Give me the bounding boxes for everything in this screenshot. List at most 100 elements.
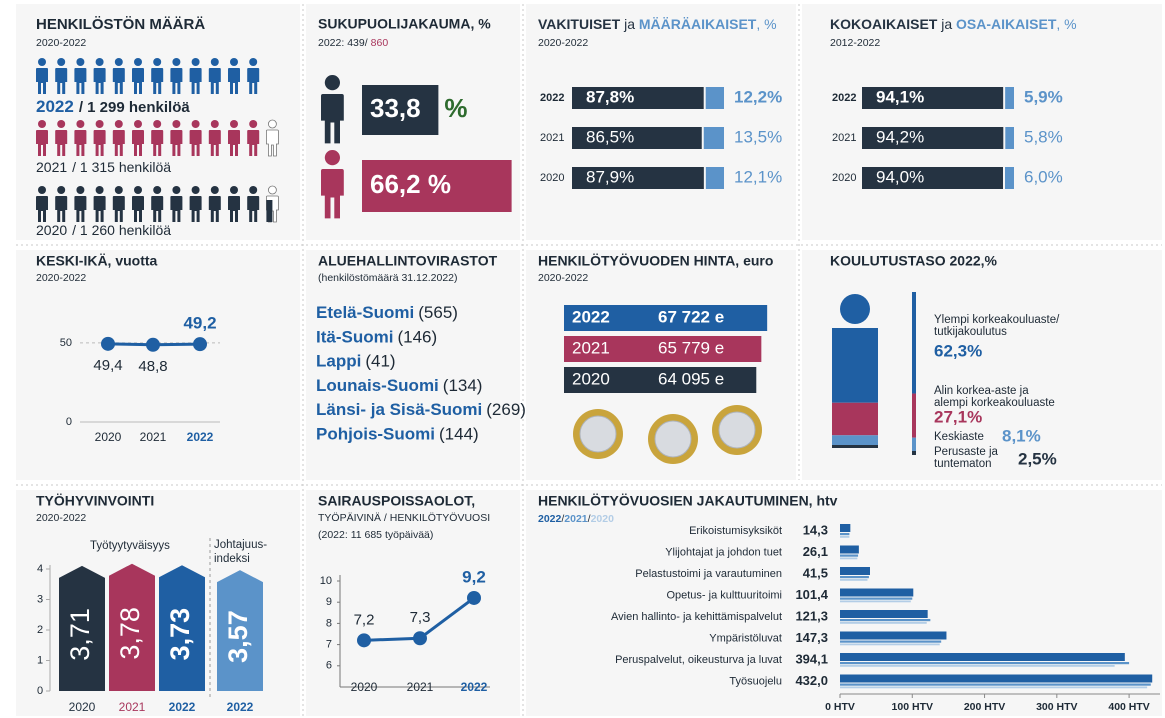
bar	[840, 675, 1152, 683]
bar	[840, 662, 1129, 664]
legend-entry: 2021	[564, 513, 588, 525]
value-label: 5,8%	[1024, 127, 1063, 146]
point	[467, 591, 481, 605]
group-label: indeksi	[214, 553, 250, 565]
y-tick-label: 10	[320, 575, 332, 587]
icon-head	[192, 58, 200, 66]
icon-head	[96, 186, 104, 194]
point	[193, 337, 207, 351]
icon-head	[134, 186, 142, 194]
bar	[840, 610, 928, 618]
icon-head	[249, 58, 257, 66]
y-tick-label: 2020	[540, 172, 564, 184]
value-label: 12,2%	[734, 87, 782, 106]
region-item-part: (565)	[418, 303, 458, 322]
icon-head	[38, 58, 46, 66]
icon-head	[76, 58, 84, 66]
value-label: 49,4	[93, 357, 122, 374]
y-tick-label: 2021	[540, 132, 564, 144]
value-label: 62,3%	[934, 341, 982, 360]
value-label: 3,73	[165, 608, 195, 661]
value-label: 41,5	[803, 565, 828, 580]
y-tick-label: 9	[326, 596, 332, 608]
bar	[840, 555, 858, 557]
region-item: Etelä-Suomi(565)	[316, 303, 458, 322]
icon-head	[230, 58, 238, 66]
category-label: Alin korkea-aste ja	[934, 385, 1029, 397]
bar	[840, 524, 850, 532]
icon-head	[268, 120, 276, 128]
legend-entry: 2020	[591, 513, 615, 525]
x-tick-label: 0 HTV	[825, 701, 855, 713]
icon-head	[96, 120, 104, 128]
bar-segment	[1005, 127, 1014, 149]
value-label: 12,1%	[734, 167, 782, 186]
region-item: Länsi- ja Sisä-Suomi(269)	[316, 401, 526, 420]
point	[101, 337, 115, 351]
bar	[840, 687, 1147, 689]
y-tick-label: Opetus- ja kulttuuritoimi	[666, 589, 782, 601]
panel-title: ALUEHALLINTOVIRASTOT	[318, 253, 498, 269]
y-tick-label: Työsuojelu	[729, 675, 782, 687]
bar	[840, 619, 930, 621]
icon-head	[172, 120, 180, 128]
region-item-part: Pohjois-Suomi	[316, 425, 435, 444]
panel-subtitle: 2020-2022	[36, 37, 86, 49]
chart-title: VAKITUISET ja MÄÄRÄAIKAISET, %	[538, 16, 777, 32]
chart-title-part: VAKITUISET	[538, 16, 621, 32]
value-label: 101,4	[795, 587, 828, 602]
chart-subtitle: 2012-2022	[830, 37, 880, 49]
icon-head	[115, 120, 123, 128]
value-label: 86,5%	[586, 127, 634, 146]
icon-head	[38, 186, 46, 194]
unit-label: %	[444, 93, 467, 123]
figure-segment	[832, 435, 878, 445]
value-label: 9,2	[462, 567, 486, 586]
icon-head	[172, 58, 180, 66]
icon-head	[249, 120, 257, 128]
value-label: 94,1%	[876, 87, 924, 106]
point	[146, 338, 160, 352]
bar	[840, 589, 913, 597]
bar	[840, 533, 849, 535]
value-label: 394,1	[795, 651, 828, 666]
x-tick-label: 2022	[461, 680, 488, 694]
x-tick-label: 2020	[95, 430, 122, 444]
y-tick-label: Peruspalvelut, oikeusturva ja luvat	[615, 654, 782, 666]
x-tick-label: 2020	[351, 680, 378, 694]
legend: 2022/2021/2020	[538, 513, 614, 525]
chart-title: SUKUPUOLIJAKAUMA, %	[318, 16, 491, 32]
value-label: 5,9%	[1024, 87, 1063, 106]
icon-head	[115, 58, 123, 66]
y-tick-label: 0	[66, 416, 72, 428]
y-tick-label: 2020	[832, 172, 856, 184]
headcount-text-part: 2021	[36, 159, 67, 175]
region-item-part: Lappi	[316, 352, 361, 371]
x-tick-label: 300 HTV	[1036, 701, 1077, 713]
region-item-part: (41)	[365, 352, 395, 371]
value-label: 6,0%	[1024, 167, 1063, 186]
indicator-segment	[912, 292, 916, 394]
y-tick-label: 7	[326, 639, 332, 651]
y-tick-label: 8	[326, 617, 332, 629]
headcount-text-part: / 1 315 henkilöä	[72, 159, 171, 175]
y-tick-label: 4	[37, 563, 43, 575]
icon-head	[230, 120, 238, 128]
icon-head	[38, 120, 46, 128]
icon-head	[153, 120, 161, 128]
category-label: Ylempi korkeakouluaste/	[934, 314, 1060, 326]
panel-title: HENKILÖSTÖN MÄÄRÄ	[36, 16, 205, 33]
y-tick-label: 3	[37, 593, 43, 605]
icon-head	[57, 186, 65, 194]
value-label: 8,1%	[1002, 426, 1041, 445]
category-label: Perusaste ja	[934, 446, 999, 458]
chart-title: HENKILÖTYÖVUODEN HINTA, euro	[538, 253, 773, 269]
region-item-part: Itä-Suomi	[316, 328, 393, 347]
bar-segment	[706, 167, 724, 189]
icon-head	[230, 186, 238, 194]
icon-head	[172, 186, 180, 194]
panel-subtitle: (henkilöstömäärä 31.12.2022)	[318, 272, 458, 284]
bar	[840, 598, 912, 600]
y-tick-label: 50	[60, 337, 72, 349]
value-label: 94,0%	[876, 167, 924, 186]
